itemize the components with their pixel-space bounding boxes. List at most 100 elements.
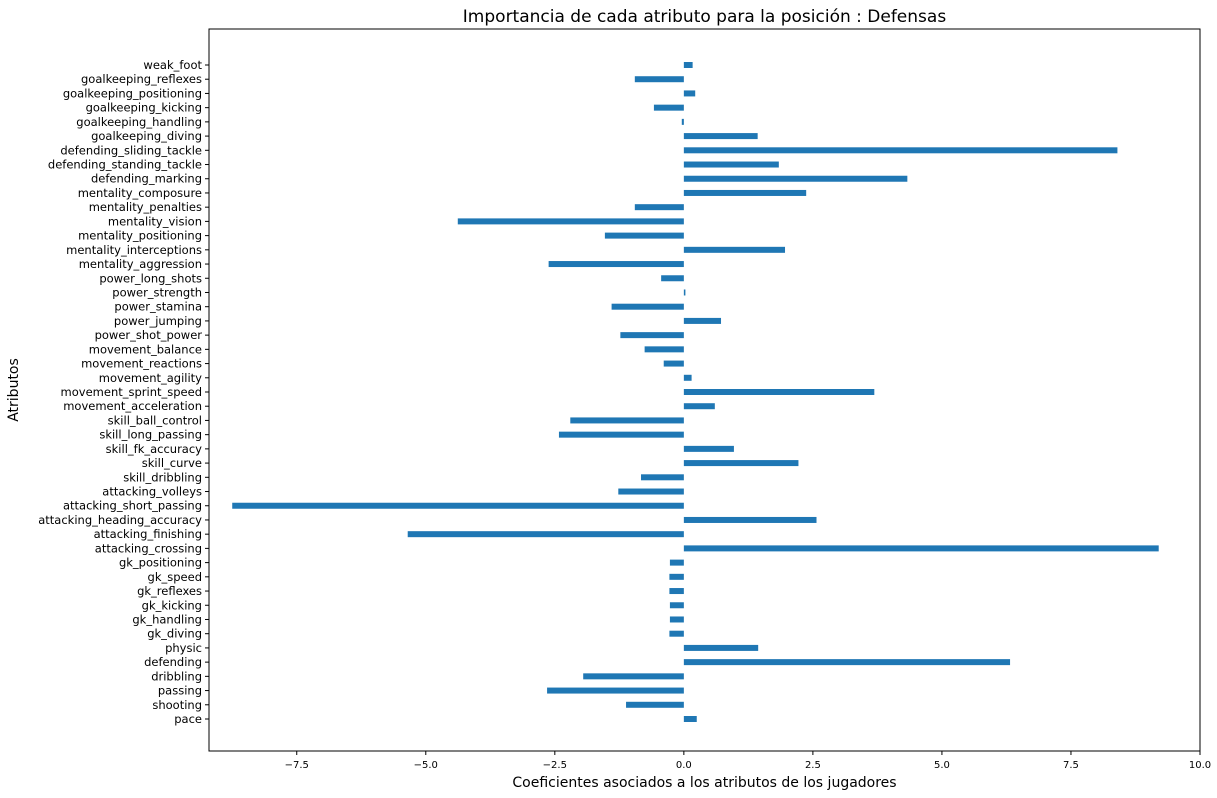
y-tick-label: gk_speed bbox=[148, 570, 202, 584]
bar-movement-acceleration bbox=[683, 403, 715, 410]
bar-movement-sprint-speed bbox=[683, 389, 875, 395]
x-tick-label: 0.0 bbox=[676, 760, 692, 771]
y-tick-label: goalkeeping_diving bbox=[91, 129, 202, 143]
y-tick-label: movement_agility bbox=[99, 371, 202, 385]
y-tick-label: goalkeeping_positioning bbox=[63, 86, 202, 100]
y-tick-label: pace bbox=[174, 712, 202, 726]
bar-skill-ball-control bbox=[570, 417, 684, 424]
bar-power-strength bbox=[683, 289, 686, 296]
bar-mentality-interceptions bbox=[683, 246, 786, 253]
bar-defending bbox=[683, 659, 1011, 666]
bar-gk-diving bbox=[669, 630, 684, 637]
y-tick-label: weak_foot bbox=[143, 58, 202, 72]
y-tick-label: gk_handling bbox=[132, 612, 202, 626]
plot-frame bbox=[208, 28, 1201, 752]
bar-defending-standing-tackle bbox=[683, 161, 779, 168]
y-tick-label: goalkeeping_handling bbox=[76, 115, 202, 129]
y-tick-label: movement_sprint_speed bbox=[61, 385, 202, 399]
y-tick-label: mentality_composure bbox=[78, 186, 202, 200]
y-tick-label: shooting bbox=[152, 698, 202, 712]
bar-pace bbox=[683, 716, 697, 722]
bar-dribbling bbox=[583, 673, 684, 680]
bar-shooting bbox=[626, 701, 684, 708]
bar-mentality-penalties bbox=[634, 204, 684, 211]
y-tick-label: physic bbox=[165, 641, 202, 655]
bar-power-jumping bbox=[683, 317, 722, 324]
x-tick-label: 5.0 bbox=[934, 760, 950, 771]
y-tick-label: power_long_shots bbox=[99, 271, 202, 285]
bar-goalkeeping-kicking bbox=[653, 104, 684, 111]
y-tick-label: dribbling bbox=[151, 669, 202, 683]
y-tick-label: skill_fk_accuracy bbox=[106, 442, 203, 456]
bar-gk-reflexes bbox=[669, 588, 684, 595]
bar-mentality-vision bbox=[457, 218, 684, 225]
chart-title: Importancia de cada atributo para la pos… bbox=[463, 7, 947, 27]
bar-physic bbox=[683, 644, 759, 651]
bar-attacking-finishing bbox=[407, 531, 684, 538]
bar-goalkeeping-positioning bbox=[683, 90, 696, 97]
y-tick-label: movement_balance bbox=[89, 342, 202, 356]
y-tick-label: defending_standing_tackle bbox=[48, 158, 202, 172]
bar-attacking-short-passing bbox=[232, 502, 684, 509]
x-axis-label: Coeficientes asociados a los atributos d… bbox=[512, 775, 896, 791]
x-axis: −7.5 −5.0 −2.5 0.0 2.5 5.0 7.5 10.0 bbox=[285, 751, 1211, 771]
y-tick-label: passing bbox=[158, 684, 202, 698]
y-tick-label: power_stamina bbox=[114, 300, 202, 314]
y-tick-label: goalkeeping_reflexes bbox=[81, 72, 202, 86]
y-tick-label: mentality_vision bbox=[108, 214, 202, 228]
y-tick-label: goalkeeping_kicking bbox=[86, 101, 202, 115]
y-tick-label: attacking_crossing bbox=[95, 541, 202, 555]
y-tick-label: attacking_volleys bbox=[102, 485, 202, 499]
x-tick-label: 7.5 bbox=[1063, 760, 1079, 771]
bar-attacking-crossing bbox=[683, 545, 1159, 552]
x-tick-label: −7.5 bbox=[285, 760, 309, 771]
bar-skill-long-passing bbox=[558, 431, 684, 438]
bar-power-stamina bbox=[611, 303, 684, 310]
x-tick-label: 2.5 bbox=[805, 760, 821, 771]
y-tick-label: movement_acceleration bbox=[63, 399, 202, 413]
y-tick-label: defending bbox=[144, 655, 202, 669]
y-tick-label: attacking_finishing bbox=[94, 527, 202, 541]
bars bbox=[232, 62, 1159, 722]
y-tick-label: skill_ball_control bbox=[108, 413, 202, 427]
bar-gk-positioning bbox=[669, 559, 684, 566]
y-axis: paceshootingpassingdribblingdefendingphy… bbox=[38, 58, 209, 726]
bar-gk-kicking bbox=[669, 602, 684, 609]
y-tick-label: skill_long_passing bbox=[99, 428, 202, 442]
bar-goalkeeping-reflexes bbox=[634, 76, 684, 83]
bar-mentality-positioning bbox=[604, 232, 684, 239]
y-tick-label: gk_diving bbox=[147, 627, 202, 641]
y-tick-label: gk_kicking bbox=[142, 598, 202, 612]
bar-attacking-heading-accuracy bbox=[683, 516, 817, 523]
bar-goalkeeping-handling bbox=[681, 118, 684, 125]
y-tick-label: mentality_interceptions bbox=[66, 243, 202, 257]
y-tick-label: skill_dribbling bbox=[123, 470, 202, 484]
y-tick-label: defending_marking bbox=[91, 172, 202, 186]
y-tick-label: gk_positioning bbox=[119, 556, 202, 570]
y-tick-label: movement_reactions bbox=[81, 357, 202, 371]
bar-attacking-volleys bbox=[618, 488, 684, 495]
bar-mentality-aggression bbox=[548, 261, 684, 268]
y-tick-label: gk_reflexes bbox=[137, 584, 202, 598]
y-tick-label: mentality_aggression bbox=[79, 257, 202, 271]
bar-gk-handling bbox=[669, 616, 684, 623]
y-tick-label: skill_curve bbox=[142, 456, 202, 470]
bar-movement-agility bbox=[683, 374, 692, 381]
y-axis-label: Atributos bbox=[6, 358, 22, 422]
y-tick-label: power_jumping bbox=[114, 314, 202, 328]
bar-defending-marking bbox=[683, 175, 908, 182]
x-tick-label: −2.5 bbox=[543, 760, 567, 771]
x-tick-label: −5.0 bbox=[414, 760, 438, 771]
y-tick-label: defending_sliding_tackle bbox=[60, 143, 202, 157]
y-tick-label: attacking_heading_accuracy bbox=[38, 513, 202, 527]
bar-skill-dribbling bbox=[641, 474, 684, 481]
y-tick-label: attacking_short_passing bbox=[63, 499, 202, 513]
bar-goalkeeping-diving bbox=[683, 133, 758, 140]
y-tick-label: power_shot_power bbox=[95, 328, 203, 342]
bar-defending-sliding-tackle bbox=[683, 147, 1118, 154]
bar-mentality-composure bbox=[683, 189, 807, 196]
bar-power-shot-power bbox=[620, 332, 684, 339]
y-tick-label: power_strength bbox=[112, 285, 202, 299]
x-tick-label: 10.0 bbox=[1189, 760, 1211, 771]
